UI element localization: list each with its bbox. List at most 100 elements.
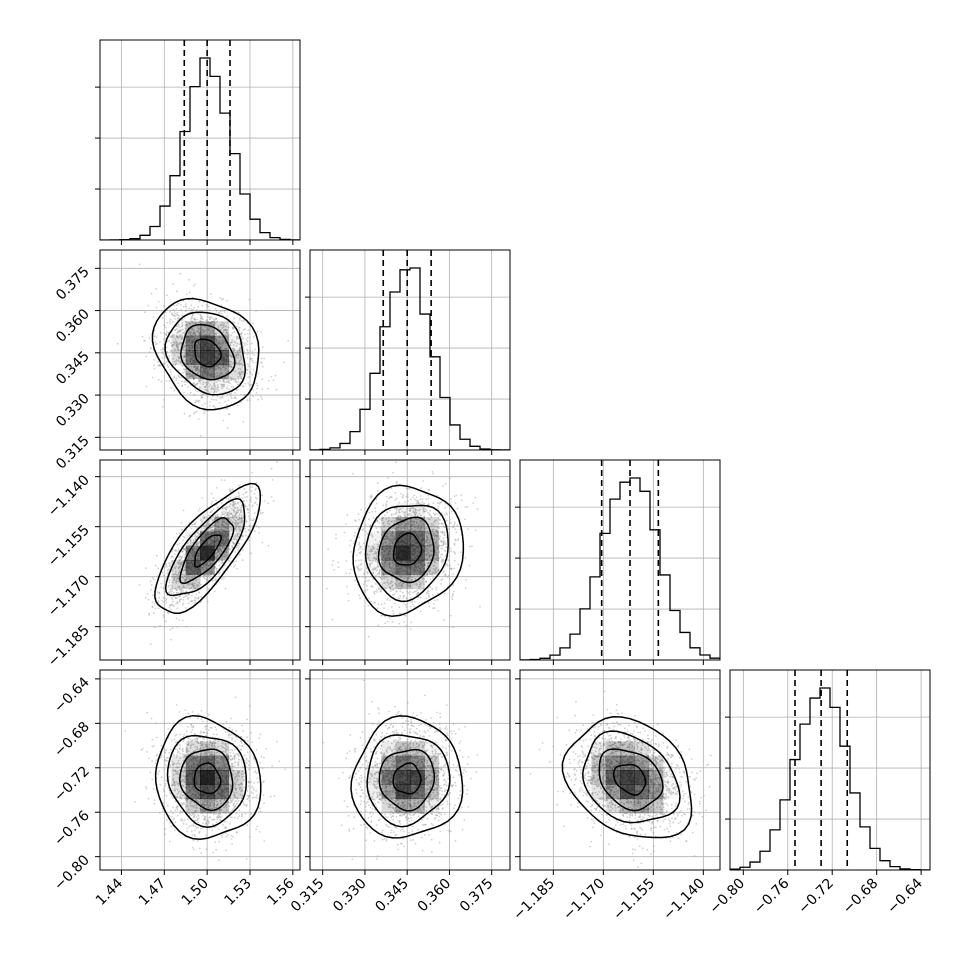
sample-point — [226, 321, 229, 323]
sample-point — [166, 330, 168, 333]
sample-point — [175, 580, 177, 583]
sample-point — [206, 395, 209, 398]
sample-point — [438, 519, 441, 521]
sample-point — [385, 576, 388, 579]
sample-point — [208, 522, 210, 524]
sample-point — [370, 585, 373, 588]
sample-point — [372, 557, 375, 560]
density-cell — [200, 364, 215, 380]
sample-point — [238, 531, 240, 534]
sample-point — [222, 386, 224, 388]
sample-point — [177, 548, 180, 551]
sample-point — [188, 544, 191, 546]
sample-point — [189, 555, 192, 557]
sample-point — [167, 586, 170, 588]
sample-point — [215, 317, 218, 320]
sample-point — [394, 538, 396, 540]
sample-point — [186, 574, 189, 577]
sample-point — [154, 564, 157, 567]
sample-point — [177, 561, 180, 563]
sample-point — [165, 333, 168, 336]
sample-point — [181, 314, 184, 317]
sample-point — [226, 393, 229, 396]
sample-point — [180, 522, 183, 524]
sample-point — [442, 542, 445, 545]
sample-point — [234, 525, 237, 528]
sample-point — [192, 555, 194, 558]
sample-point — [229, 342, 232, 344]
sample-point — [236, 389, 238, 391]
panel-frame — [99, 39, 301, 241]
sample-point — [223, 385, 226, 388]
sample-point — [207, 588, 210, 591]
sample-point — [201, 396, 204, 399]
panel-content — [100, 40, 300, 240]
sample-point — [218, 547, 221, 550]
sample-point — [228, 560, 231, 563]
sample-point — [231, 339, 234, 341]
sample-point — [219, 346, 222, 349]
sample-point — [231, 377, 234, 380]
sample-point — [214, 566, 216, 569]
sample-point — [173, 578, 176, 581]
sample-point — [435, 534, 437, 537]
sample-point — [403, 594, 406, 597]
sample-point — [431, 529, 434, 531]
sample-point — [252, 518, 255, 521]
sample-point — [173, 605, 176, 608]
sample-point — [433, 564, 436, 567]
sample-point — [240, 511, 242, 514]
sample-point — [368, 554, 371, 556]
sample-point — [157, 360, 160, 363]
sample-point — [165, 598, 168, 601]
sample-point — [234, 538, 237, 540]
sample-point — [226, 364, 229, 367]
sample-point — [202, 576, 205, 579]
sample-point — [191, 313, 194, 316]
sample-point — [186, 293, 188, 295]
sample-point — [182, 368, 185, 371]
sample-point — [454, 539, 457, 542]
sample-point — [460, 499, 463, 502]
sample-point — [242, 337, 245, 340]
sample-point — [394, 527, 397, 530]
sample-point — [402, 521, 405, 524]
sample-point — [468, 564, 471, 567]
sample-point — [238, 371, 241, 373]
sample-point — [394, 507, 397, 509]
sample-point — [442, 539, 445, 542]
sample-point — [445, 546, 448, 549]
sample-point — [435, 567, 437, 569]
sample-point — [221, 339, 223, 342]
sample-point — [214, 525, 217, 528]
sample-point — [192, 366, 195, 369]
sample-point — [428, 532, 430, 535]
sample-point — [235, 362, 238, 365]
sample-point — [160, 582, 163, 585]
sample-point — [241, 549, 244, 551]
sample-point — [247, 529, 250, 531]
sample-point — [240, 333, 243, 335]
sample-point — [238, 348, 241, 351]
sample-point — [196, 553, 199, 555]
sample-point — [211, 526, 214, 528]
sample-point — [443, 531, 446, 534]
sample-point — [441, 562, 443, 564]
sample-point — [392, 517, 394, 519]
sample-point — [411, 601, 414, 604]
sample-point — [200, 395, 203, 397]
sample-point — [226, 512, 229, 515]
sample-point — [183, 412, 186, 415]
sample-point — [190, 542, 192, 545]
sample-point — [183, 345, 186, 348]
sample-point — [164, 597, 167, 599]
sample-point — [203, 563, 206, 566]
sample-point — [255, 361, 258, 364]
sample-point — [233, 350, 235, 352]
sample-point — [453, 551, 456, 554]
contour-line-0 — [194, 534, 223, 568]
sample-point — [182, 305, 185, 308]
sample-point — [228, 523, 230, 526]
sample-point — [168, 355, 171, 357]
sample-point — [184, 580, 187, 582]
